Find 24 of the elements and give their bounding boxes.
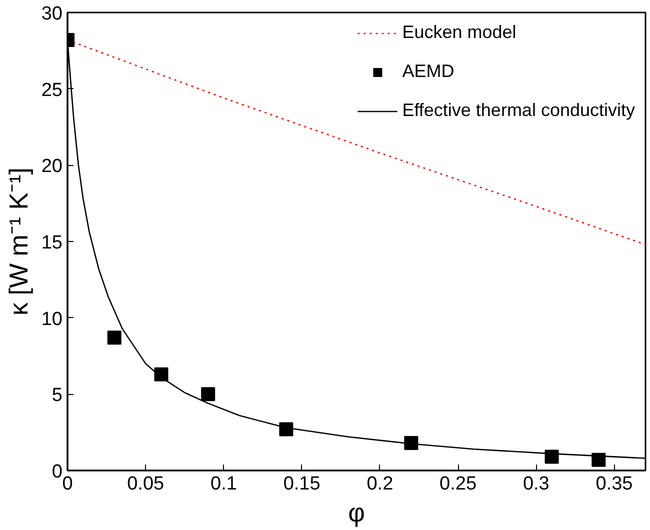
x-tick-label: 0.3 (522, 474, 550, 494)
point (107, 330, 122, 345)
x-tick-label: 0.05 (127, 474, 164, 494)
point (279, 422, 294, 436)
point (404, 436, 418, 450)
y-axis-title: κ [W m⁻¹ K⁻¹] (3, 168, 34, 316)
legend-label: Effective thermal conductivity (402, 100, 635, 121)
y-tick-label: 10 (41, 308, 63, 330)
y-tick-label: 20 (41, 156, 63, 178)
y-tick-label: 25 (41, 80, 63, 101)
x-tick-label: 0.1 (210, 474, 237, 494)
point (201, 387, 216, 402)
x-tick-label: 0.35 (596, 474, 633, 494)
x-axis-title: φ (348, 498, 365, 528)
x-tick-label: 0.15 (283, 474, 320, 494)
y-tick-label: 30 (41, 4, 63, 24)
legend-label: Eucken model (402, 22, 516, 43)
x-tick-label: 0.25 (440, 474, 477, 494)
x-tick-label: 0.2 (366, 474, 394, 494)
y-tick-label: 5 (52, 385, 63, 406)
y-tick-label: 15 (41, 232, 63, 254)
point (544, 450, 559, 464)
point (592, 452, 606, 467)
legend-label: AEMD (402, 61, 454, 82)
